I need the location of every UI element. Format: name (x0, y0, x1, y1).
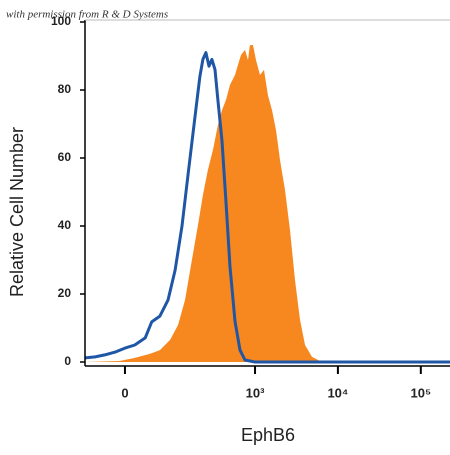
y-tick-label: 100 (51, 14, 71, 28)
x-axis-label: EphB6 (241, 425, 295, 445)
x-tick-label: 10⁴ (327, 385, 348, 400)
y-tick-label: 0 (64, 354, 71, 368)
histogram-line (84, 51, 450, 364)
y-tick-label: 60 (58, 150, 72, 164)
y-tick-label: 80 (58, 82, 72, 96)
watermark: with permission from R & D Systems (6, 9, 168, 21)
x-tick-label: 10⁵ (411, 385, 432, 400)
y-axis-label: Relative Cell Number (7, 127, 27, 297)
x-tick-label: 0 (121, 385, 128, 400)
x-tick-label: 10³ (246, 385, 265, 400)
histogram-area (85, 45, 450, 362)
y-tick-label: 20 (58, 286, 72, 300)
y-tick-label: 40 (58, 218, 72, 232)
